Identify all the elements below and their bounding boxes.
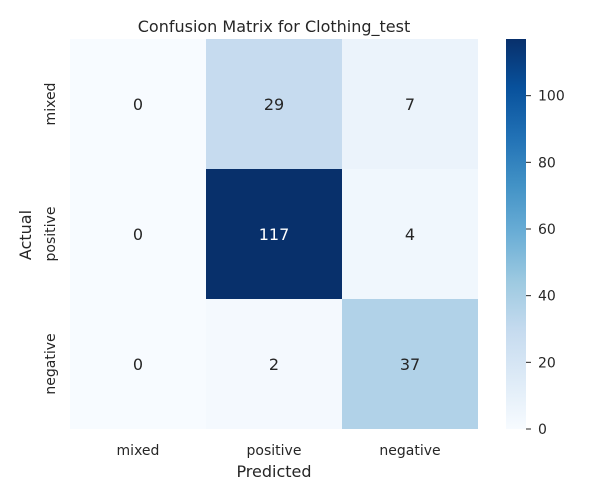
heatmap-cell [70,299,206,429]
heatmap-cell [206,169,342,299]
cell-value-label: 4 [405,225,415,244]
colorbar [506,39,526,429]
cell-value-label: 2 [269,355,279,374]
heatmap-cell [342,39,478,169]
cell-value-label: 0 [133,95,143,114]
colorbar-ticks: 0 20 40 60 80 100 [526,89,565,438]
chart-title: Confusion Matrix for Clothing_test [138,17,411,37]
y-tick-label: positive [43,207,59,262]
heatmap-cell [206,39,342,169]
x-tick-labels: mixed positive negative [117,443,441,459]
x-tick-label: positive [247,443,302,459]
colorbar-tick-label: 0 [538,422,547,438]
y-tick-label: negative [43,333,59,394]
heatmap-cell [70,39,206,169]
x-tick-label: negative [379,443,440,459]
cell-value-label: 0 [133,355,143,374]
y-tick-labels: mixed positive negative [43,83,59,395]
y-axis-label: Actual [16,210,35,260]
heatmap-cell [206,299,342,429]
colorbar-tick-label: 60 [538,222,556,238]
heatmap-cell [342,169,478,299]
heatmap-cell [70,169,206,299]
colorbar-tick-label: 40 [538,289,556,305]
colorbar-tick-label: 80 [538,155,556,171]
y-tick-label: mixed [43,83,59,126]
heatmap-cells: 0 29 7 0 117 4 0 2 37 [70,39,478,429]
cell-value-label: 117 [259,225,290,244]
colorbar-tick-label: 100 [538,89,565,105]
cell-value-label: 0 [133,225,143,244]
colorbar-tick-label: 20 [538,355,556,371]
heatmap-cell [342,299,478,429]
x-axis-label: Predicted [236,462,311,481]
cell-value-label: 7 [405,95,415,114]
x-tick-label: mixed [117,443,160,459]
cell-value-label: 29 [264,95,284,114]
cell-value-label: 37 [400,355,420,374]
